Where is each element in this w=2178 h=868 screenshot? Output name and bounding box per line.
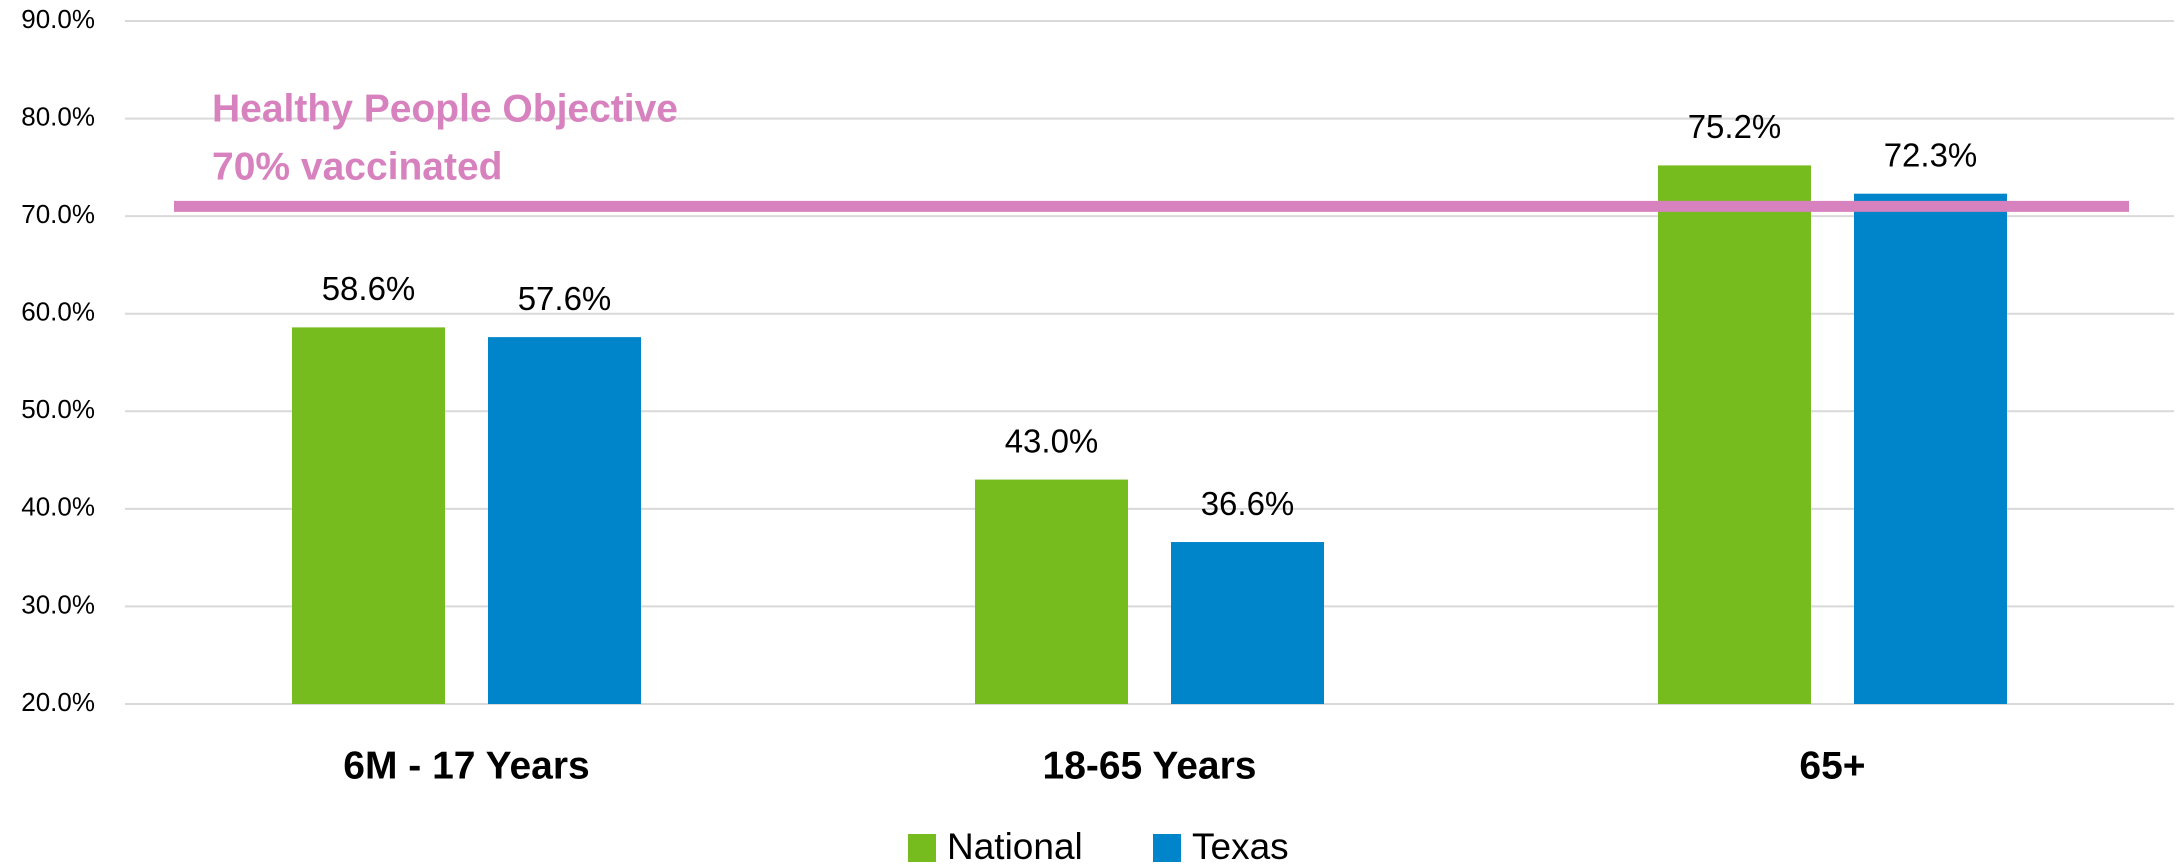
legend-swatch	[1153, 834, 1181, 862]
value-label: 58.6%	[322, 270, 416, 307]
legend-swatch	[908, 834, 936, 862]
annotation: 70% vaccinated	[212, 145, 503, 188]
y-tick-label: 80.0%	[21, 101, 95, 131]
bar	[1854, 193, 2007, 705]
y-tick-label: 90.0%	[21, 4, 95, 34]
y-tick-label: 40.0%	[21, 492, 95, 522]
annotation: Healthy People Objective	[212, 87, 678, 130]
y-tick-label: 30.0%	[21, 589, 95, 619]
y-tick-label: 20.0%	[21, 687, 95, 717]
bar	[292, 327, 445, 704]
y-tick-label: 50.0%	[21, 394, 95, 424]
value-label: 75.2%	[1688, 108, 1782, 145]
bar	[975, 479, 1128, 704]
bar	[1658, 165, 1811, 705]
y-tick-label: 60.0%	[21, 297, 95, 327]
bar	[488, 337, 641, 704]
legend-label: Texas	[1192, 826, 1289, 867]
y-tick-label: 70.0%	[21, 199, 95, 229]
value-label: 72.3%	[1884, 136, 1978, 173]
x-tick-label: 65+	[1799, 744, 1865, 787]
value-label: 57.6%	[518, 280, 612, 317]
x-tick-label: 6M - 17 Years	[343, 744, 589, 787]
bar	[1171, 542, 1324, 704]
value-label: 43.0%	[1005, 422, 1099, 459]
legend-label: National	[947, 826, 1083, 867]
value-label: 36.6%	[1201, 485, 1295, 522]
x-tick-label: 18-65 Years	[1043, 744, 1257, 787]
